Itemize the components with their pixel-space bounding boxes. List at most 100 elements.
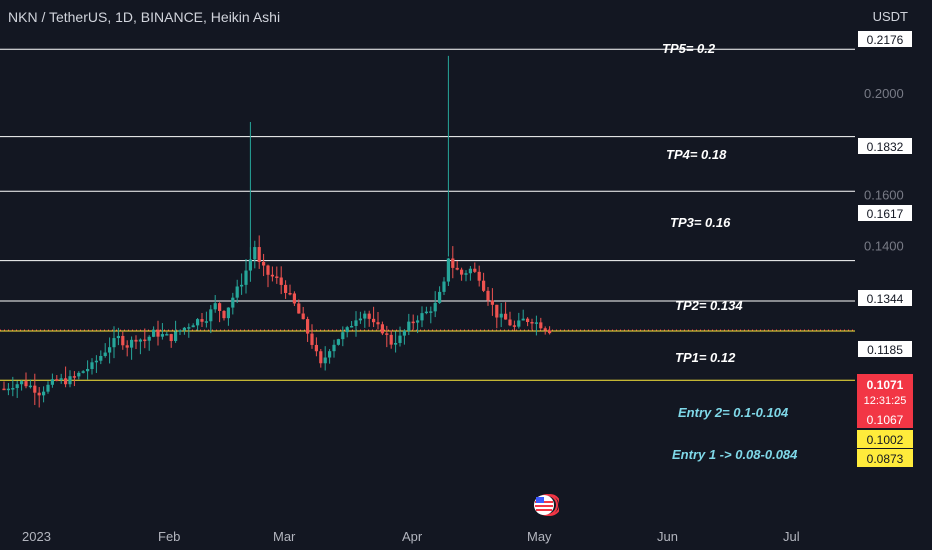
candle-body [42, 391, 46, 396]
candle-body [543, 328, 547, 331]
candle-body [248, 259, 252, 271]
candle-body [218, 303, 222, 311]
candle-body [2, 388, 6, 391]
candle-body [279, 277, 283, 285]
candle-body [411, 321, 415, 324]
tp2-label: TP2= 0.134 [675, 298, 743, 313]
candle-body [72, 376, 76, 378]
candle-body [64, 378, 68, 385]
candle-body [336, 339, 340, 345]
candle-body [314, 344, 318, 352]
chart-title: NKN / TetherUS, 1D, BINANCE, Heikin Ashi [8, 9, 281, 25]
candle-body [213, 303, 217, 310]
candle-body [341, 332, 345, 340]
candle-body [301, 313, 305, 320]
y-tick-label: 0.2000 [864, 86, 904, 101]
candle-body [270, 274, 274, 277]
candle-body [526, 318, 530, 323]
candle-body [407, 321, 411, 331]
candle-body [59, 378, 63, 380]
currency-label: USDT [872, 9, 908, 24]
candle-body [451, 258, 455, 268]
candle-body [160, 334, 164, 337]
entry1-price-tag: 0.1002 [857, 430, 913, 448]
bar-countdown: 12:31:25 [863, 395, 907, 407]
candle-body [455, 267, 459, 270]
candle-body [6, 388, 10, 391]
candle-body [363, 313, 367, 319]
entry2-label: Entry 2= 0.1-0.104 [678, 405, 789, 420]
candle-body [103, 352, 107, 356]
candle-body [420, 313, 424, 321]
candle-body [490, 300, 494, 305]
candle-body [196, 319, 200, 326]
y-tick-label: 0.1600 [864, 188, 904, 203]
tp3-price-tag: 0.1617 [857, 204, 913, 222]
candle-body [253, 247, 257, 260]
us-flag-event-icon[interactable] [533, 492, 559, 518]
candle-body [530, 322, 534, 324]
candle-body [442, 281, 446, 292]
candle-body [539, 322, 543, 329]
candle-body [24, 381, 28, 387]
candle-body [482, 280, 486, 291]
candle-body [310, 333, 314, 345]
candle-body [477, 271, 481, 281]
candles [2, 55, 552, 408]
candle-body [182, 327, 186, 331]
candle-body [94, 360, 98, 363]
x-tick-label: Jul [783, 529, 800, 544]
candle-body [112, 338, 116, 348]
candle-body [134, 339, 138, 342]
candle-body [68, 376, 72, 385]
candle-body [257, 247, 261, 262]
candle-body [77, 372, 81, 377]
current-price-value: 0.1071 [866, 378, 904, 392]
candle-body [402, 330, 406, 336]
candle-body [446, 258, 450, 282]
candle-body [284, 284, 288, 293]
candle-body [345, 327, 349, 333]
x-tick-label: Apr [402, 529, 423, 544]
x-tick-label: May [527, 529, 552, 544]
candle-body [398, 335, 402, 343]
x-axis: 2023 Feb Mar Apr May Jun Jul [22, 529, 800, 544]
candle-body [508, 319, 512, 326]
candle-body [548, 330, 552, 334]
candle-body [323, 357, 327, 364]
candle-body [55, 379, 59, 381]
candle-body [169, 334, 173, 342]
candle-body [504, 313, 508, 320]
candle-body [235, 286, 239, 298]
candle-body [534, 322, 538, 324]
candle-body [156, 329, 160, 337]
candle-body [143, 339, 147, 342]
candle-body [116, 335, 120, 339]
candle-body [354, 320, 358, 326]
candle-body [380, 324, 384, 334]
candle-body [240, 284, 244, 287]
tp4-label: TP4= 0.18 [666, 147, 727, 162]
candle-body [266, 265, 270, 275]
candle-body [424, 311, 428, 314]
candle-body [165, 334, 169, 336]
candle-body [473, 268, 477, 272]
candle-body [358, 318, 362, 321]
candle-body [499, 313, 503, 318]
candle-body [86, 368, 90, 372]
tp1-label: TP1= 0.12 [675, 350, 736, 365]
candle-body [46, 384, 50, 392]
candle-body [191, 325, 195, 328]
price-levels [0, 48, 855, 381]
candle-body [50, 379, 54, 385]
candle-body [125, 345, 129, 348]
tp5-price-tag: 0.2176 [857, 30, 913, 48]
tp3-label: TP3= 0.16 [670, 215, 731, 230]
candle-body [99, 355, 103, 361]
candle-body [416, 320, 420, 323]
candle-body [288, 292, 292, 295]
candle-body [429, 311, 433, 313]
candle-body [433, 302, 437, 312]
candle-body [262, 261, 266, 266]
